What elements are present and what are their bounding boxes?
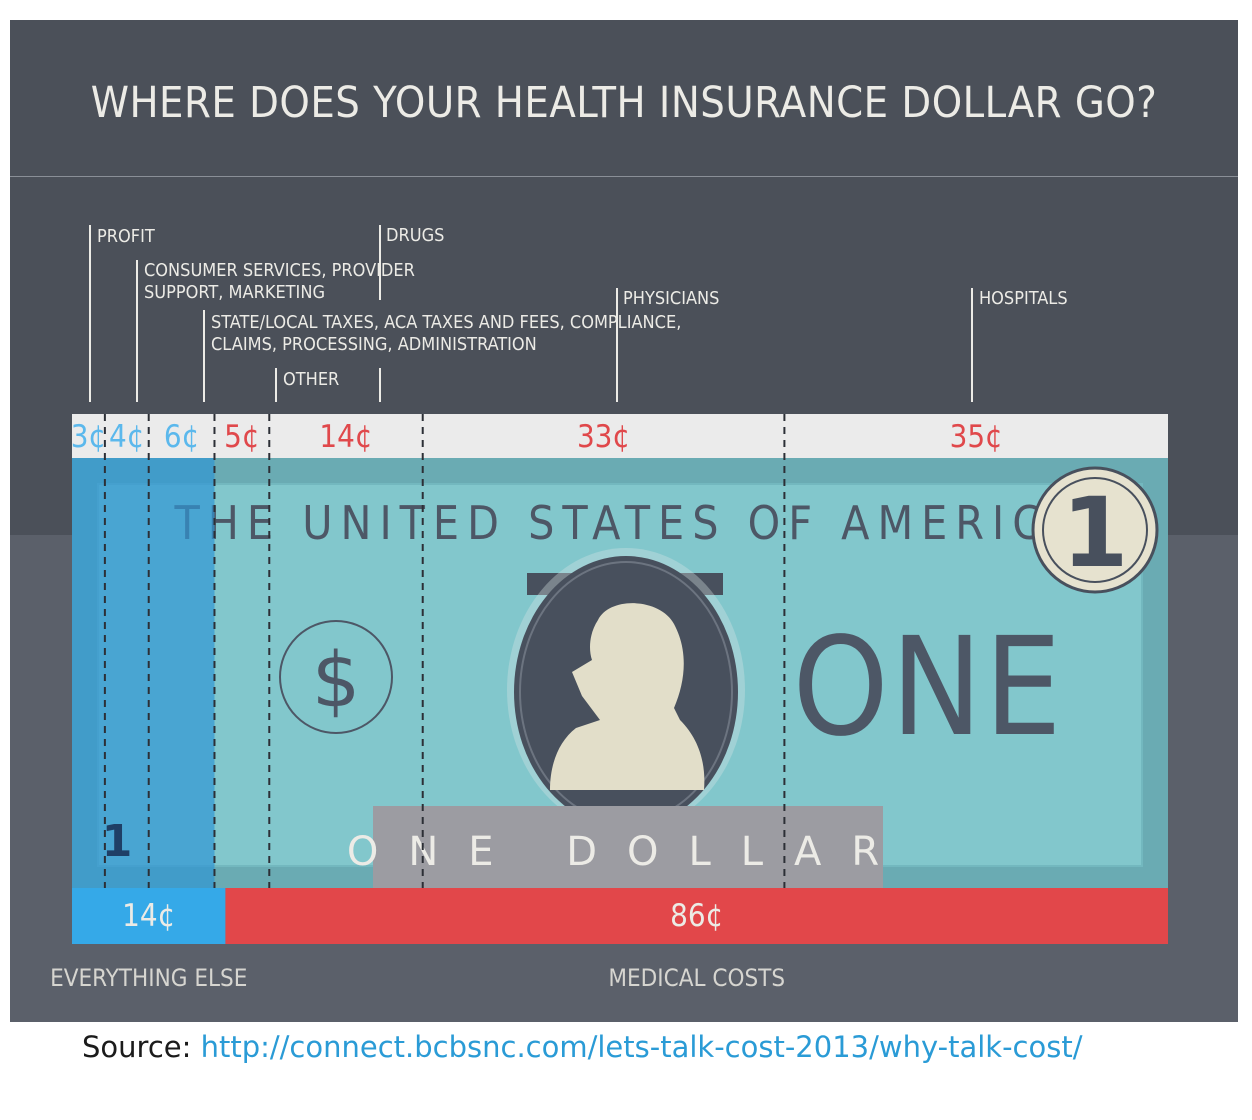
- group-value-label: 14¢: [122, 898, 175, 934]
- portrait-silhouette: [550, 603, 705, 790]
- category-label: CLAIMS, PROCESSING, ADMINISTRATION: [211, 334, 537, 355]
- chart-title: WHERE DOES YOUR HEALTH INSURANCE DOLLAR …: [90, 78, 1158, 128]
- denomination-coin: [1031, 466, 1159, 594]
- title-divider: [10, 176, 1238, 177]
- dollar-sign: $: [312, 635, 360, 724]
- dollar-medallion: [279, 620, 393, 734]
- infographic-panel: WHERE DOES YOUR HEALTH INSURANCE DOLLAR …: [10, 20, 1238, 1022]
- source-link[interactable]: http://connect.bcbsnc.com/lets-talk-cost…: [200, 1030, 1083, 1064]
- group-bar: [72, 888, 226, 944]
- source-line: Source: http://connect.bcbsnc.com/lets-t…: [82, 1030, 1083, 1064]
- group-value-label: 86¢: [670, 898, 723, 934]
- group-bar: [225, 888, 1168, 944]
- everything-else-shade: [72, 458, 215, 888]
- segment-value-label: 33¢: [577, 419, 630, 455]
- category-label: OTHER: [283, 369, 339, 390]
- bill-header: THE UNITED STATES OF AMERICA: [174, 496, 1086, 550]
- category-label: DRUGS: [386, 225, 444, 246]
- denomination-coin-ring: [1042, 477, 1148, 583]
- denomination-numeral: 1: [1062, 477, 1129, 589]
- category-label: SUPPORT, MARKETING: [144, 282, 325, 303]
- group-name-label: MEDICAL COSTS: [608, 964, 785, 992]
- segment-value-label: 35¢: [950, 419, 1003, 455]
- category-label: HOSPITALS: [979, 288, 1068, 309]
- group-name-label: EVERYTHING ELSE: [50, 964, 247, 992]
- segment-value-label: 4¢: [109, 419, 144, 455]
- bill-corner-numeral: 1: [102, 816, 133, 867]
- category-label: STATE/LOCAL TAXES, ACA TAXES AND FEES, C…: [211, 312, 681, 333]
- banner-text: ONE DOLLAR: [347, 829, 909, 875]
- segment-value-label: 3¢: [71, 419, 106, 455]
- value-strip: [72, 414, 1168, 458]
- category-label: PHYSICIANS: [623, 288, 719, 309]
- source-label: Source:: [82, 1030, 192, 1064]
- bill-word: ONE: [792, 609, 1063, 767]
- segment-value-label: 14¢: [319, 419, 372, 455]
- category-label: PROFIT: [97, 226, 155, 247]
- segment-value-label: 5¢: [224, 419, 259, 455]
- dollar-bill-chart: $ THE UNITED STATES OF AMERICA ONE 1 ONE DOL…: [50, 225, 1168, 992]
- dollar-banner: [373, 806, 883, 888]
- everything-else-overlay: [72, 458, 215, 888]
- category-label: CONSUMER SERVICES, PROVIDER: [144, 260, 415, 281]
- segment-value-label: 6¢: [164, 419, 199, 455]
